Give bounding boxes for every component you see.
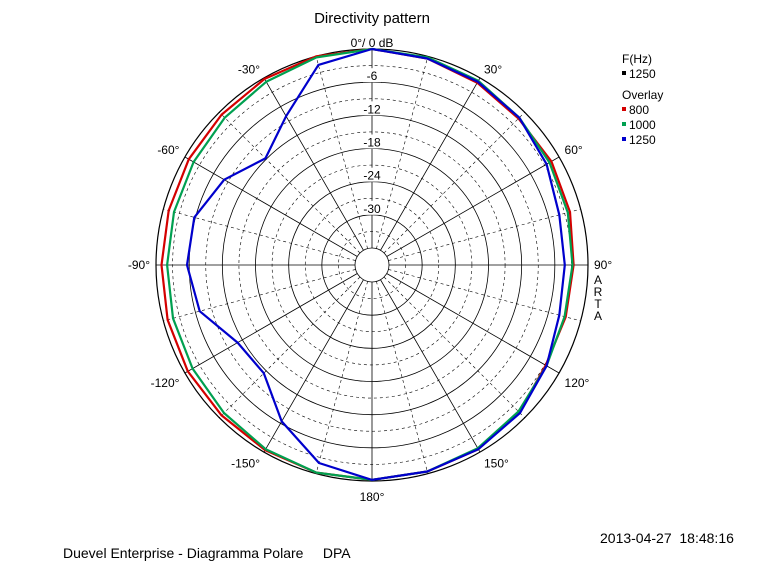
footer-credit: Duevel Enterprise - Diagramma Polare DPA	[63, 545, 351, 561]
angle-tick-label: 150°	[484, 457, 509, 471]
radial-tick-label-bg	[359, 167, 385, 182]
side-label-char: R	[594, 285, 603, 299]
angle-tick-label: 60°	[565, 143, 583, 157]
spoke	[386, 273, 560, 374]
angle-tick-label: -90°	[128, 258, 150, 272]
legend-overlay-header: Overlay	[622, 88, 663, 102]
side-label-char: A	[594, 273, 602, 287]
radial-tick-label-bg	[359, 134, 385, 149]
series-layer	[160, 47, 575, 481]
legend-frequency-header: F(Hz)	[622, 52, 652, 66]
angle-tick-label: -150°	[231, 457, 260, 471]
radial-tick-label-bg	[359, 101, 385, 116]
spoke	[380, 279, 481, 453]
legend-entry-1000: 1000	[629, 118, 656, 132]
axis-labels: 0°/ 0 dB -6 -12 -18 -24 -30 30° 60° 90° 120° 150° 1…	[128, 36, 613, 504]
timestamp: 2013-04-27 18:48:16	[600, 530, 734, 546]
radial-tick-label-bg	[359, 200, 385, 215]
chart-title: Directivity pattern	[314, 10, 430, 27]
radial-tick-label: 0°/ 0 dB	[351, 36, 394, 50]
legend-swatch	[622, 122, 626, 126]
legend-swatch	[622, 107, 626, 111]
radial-tick-label: -6	[367, 69, 378, 83]
angle-tick-label: 180°	[360, 490, 385, 504]
radial-tick-label-bg	[363, 68, 381, 83]
angle-tick-label: -120°	[151, 376, 180, 390]
spoke	[184, 156, 358, 257]
angle-tick-label: -60°	[157, 143, 179, 157]
spoke	[184, 273, 358, 374]
legend-swatch	[622, 137, 626, 141]
spoke	[263, 279, 364, 453]
radial-tick-label: -30	[363, 202, 381, 216]
legend-swatch	[622, 71, 626, 75]
angle-tick-label: 90°	[594, 258, 612, 272]
legend-entry-1250: 1250	[629, 133, 656, 147]
radial-tick-label: -12	[363, 102, 381, 116]
spoke	[380, 77, 481, 251]
spoke	[263, 77, 364, 251]
angle-tick-label: -30°	[238, 62, 260, 76]
legend-frequency-entry: 1250	[629, 67, 656, 81]
side-label-char: A	[594, 309, 602, 323]
radial-tick-label: -18	[363, 136, 381, 150]
angle-tick-label: 120°	[565, 376, 590, 390]
major-ring	[354, 247, 390, 283]
radial-tick-label: -24	[363, 169, 381, 183]
angle-tick-label: 30°	[484, 62, 502, 76]
legend-entry-800: 800	[629, 103, 649, 117]
side-label-char: T	[594, 297, 602, 311]
spoke	[386, 156, 560, 257]
series-1250-line	[185, 47, 566, 481]
